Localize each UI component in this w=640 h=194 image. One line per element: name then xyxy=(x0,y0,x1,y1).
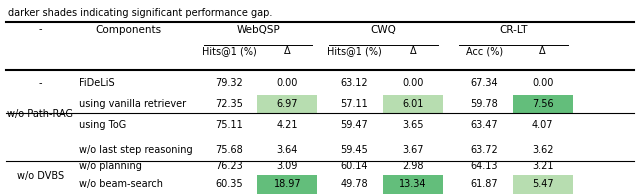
Text: WebQSP: WebQSP xyxy=(236,24,280,35)
Text: 76.23: 76.23 xyxy=(215,161,243,171)
Text: 63.72: 63.72 xyxy=(470,145,498,155)
Text: Hits@1 (%): Hits@1 (%) xyxy=(327,46,382,56)
Text: w/o planning: w/o planning xyxy=(79,161,141,171)
Text: w/o Path-RAG: w/o Path-RAG xyxy=(7,109,73,119)
Text: Components: Components xyxy=(95,24,162,35)
Text: -: - xyxy=(38,24,42,35)
Text: FiDeLiS: FiDeLiS xyxy=(79,78,114,88)
Text: 64.13: 64.13 xyxy=(470,161,498,171)
Text: 59.78: 59.78 xyxy=(470,99,498,109)
Text: 59.47: 59.47 xyxy=(340,120,369,130)
Text: using vanilla retriever: using vanilla retriever xyxy=(79,99,186,109)
FancyBboxPatch shape xyxy=(513,175,573,194)
Text: 3.65: 3.65 xyxy=(402,120,424,130)
Text: 18.97: 18.97 xyxy=(273,179,301,190)
Text: 0.00: 0.00 xyxy=(276,78,298,88)
Text: 72.35: 72.35 xyxy=(215,99,243,109)
Text: 75.11: 75.11 xyxy=(215,120,243,130)
Text: 75.68: 75.68 xyxy=(215,145,243,155)
Text: 13.34: 13.34 xyxy=(399,179,427,190)
Text: 79.32: 79.32 xyxy=(215,78,243,88)
Text: 67.34: 67.34 xyxy=(470,78,498,88)
Text: 3.09: 3.09 xyxy=(276,161,298,171)
Text: 0.00: 0.00 xyxy=(532,78,554,88)
Text: w/o DVBS: w/o DVBS xyxy=(17,171,64,181)
FancyBboxPatch shape xyxy=(383,94,443,113)
Text: 60.14: 60.14 xyxy=(340,161,368,171)
Text: 3.64: 3.64 xyxy=(276,145,298,155)
Text: Δ: Δ xyxy=(410,46,416,56)
FancyBboxPatch shape xyxy=(257,175,317,194)
Text: 63.47: 63.47 xyxy=(470,120,498,130)
Text: CR-LT: CR-LT xyxy=(499,24,528,35)
Text: using ToG: using ToG xyxy=(79,120,126,130)
Text: 4.21: 4.21 xyxy=(276,120,298,130)
Text: w/o last step reasoning: w/o last step reasoning xyxy=(79,145,192,155)
Text: 59.45: 59.45 xyxy=(340,145,369,155)
Text: 5.47: 5.47 xyxy=(532,179,554,190)
Text: 63.12: 63.12 xyxy=(340,78,368,88)
Text: 57.11: 57.11 xyxy=(340,99,369,109)
Text: 49.78: 49.78 xyxy=(340,179,368,190)
FancyBboxPatch shape xyxy=(383,175,443,194)
FancyBboxPatch shape xyxy=(513,94,573,113)
Text: CWQ: CWQ xyxy=(371,24,397,35)
Text: 3.21: 3.21 xyxy=(532,161,554,171)
Text: 6.97: 6.97 xyxy=(276,99,298,109)
Text: Hits@1 (%): Hits@1 (%) xyxy=(202,46,257,56)
Text: Δ: Δ xyxy=(284,46,291,56)
Text: 60.35: 60.35 xyxy=(215,179,243,190)
FancyBboxPatch shape xyxy=(257,94,317,113)
Text: 61.87: 61.87 xyxy=(470,179,498,190)
Text: 3.62: 3.62 xyxy=(532,145,554,155)
Text: 2.98: 2.98 xyxy=(402,161,424,171)
Text: darker shades indicating significant performance gap.: darker shades indicating significant per… xyxy=(8,8,273,18)
Text: Δ: Δ xyxy=(540,46,546,56)
Text: w/o beam-search: w/o beam-search xyxy=(79,179,163,190)
Text: 6.01: 6.01 xyxy=(402,99,424,109)
Text: 0.00: 0.00 xyxy=(402,78,424,88)
Text: -: - xyxy=(38,78,42,88)
Text: 4.07: 4.07 xyxy=(532,120,554,130)
Text: 7.56: 7.56 xyxy=(532,99,554,109)
Text: Acc (%): Acc (%) xyxy=(466,46,503,56)
Text: 3.67: 3.67 xyxy=(402,145,424,155)
